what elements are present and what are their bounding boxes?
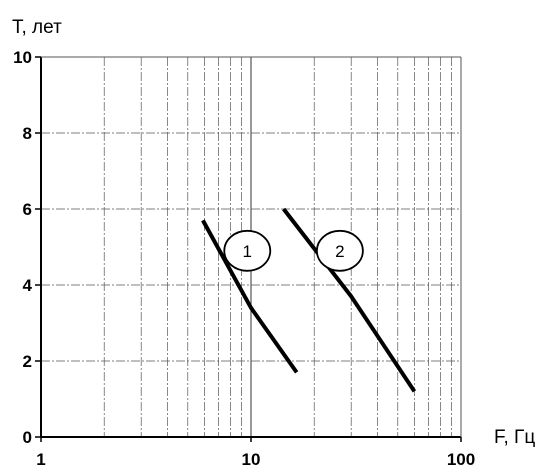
y-tick-label: 0 <box>23 428 32 447</box>
x-axis-title: F, Гц <box>494 427 535 448</box>
series-label: 1 <box>243 242 252 261</box>
x-tick-label: 10 <box>242 450 261 469</box>
series-label: 2 <box>335 242 344 261</box>
series-line-1 <box>201 219 299 374</box>
x-tick-label: 1 <box>36 450 45 469</box>
x-tick-label: 100 <box>447 450 475 469</box>
y-tick-label: 10 <box>13 48 32 67</box>
grid <box>41 57 461 437</box>
y-tick-label: 8 <box>23 124 32 143</box>
y-tick-label: 4 <box>23 276 33 295</box>
ticks: 0 2 4 6 8 10 1 10 100 <box>13 48 475 469</box>
series-line-2 <box>282 207 417 393</box>
plot-frame <box>40 56 462 438</box>
y-tick-label: 2 <box>23 352 32 371</box>
series-label-circle <box>223 229 272 272</box>
y-tick-label: 6 <box>23 200 32 219</box>
series-label-circle <box>315 229 364 272</box>
y-axis-title: T, лет <box>12 17 62 38</box>
